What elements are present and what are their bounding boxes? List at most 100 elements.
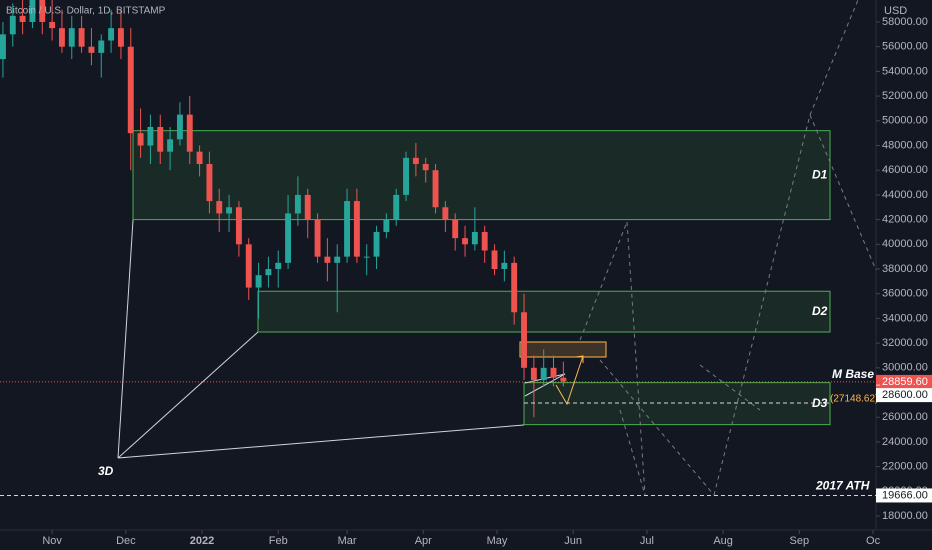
y-tick-label: 22000.00 — [882, 461, 928, 473]
axis-unit: USD — [884, 5, 907, 17]
candle-body — [521, 312, 527, 368]
trend-line — [117, 219, 134, 459]
candle-body — [275, 262, 282, 270]
triangle-pattern — [524, 373, 566, 397]
x-tick-label: Nov — [42, 535, 62, 547]
y-tick-label: 30000.00 — [882, 362, 928, 374]
x-tick-label: Jul — [640, 535, 654, 547]
y-tick-label: 38000.00 — [882, 263, 928, 275]
price-label: 19666.00 — [882, 489, 928, 501]
candle-body — [68, 28, 75, 47]
y-tick-label: 56000.00 — [882, 41, 928, 53]
zone — [132, 130, 831, 221]
candle-body — [462, 238, 468, 245]
candle-body — [127, 46, 134, 134]
candle-body — [393, 194, 400, 220]
y-tick-label: 26000.00 — [882, 411, 928, 423]
candle-body — [511, 262, 518, 313]
x-tick-label: Mar — [338, 535, 357, 547]
y-tick-label: 32000.00 — [882, 337, 928, 349]
level-name: 2017 ATH — [815, 479, 870, 493]
candle-body — [373, 231, 380, 257]
x-tick-label: Oc — [866, 535, 881, 547]
x-tick-label: 2022 — [190, 535, 214, 547]
candle-body — [353, 201, 360, 257]
candle-body — [304, 194, 311, 220]
candle-body — [403, 157, 409, 195]
candle-body — [196, 151, 203, 165]
y-tick-label: 46000.00 — [882, 164, 928, 176]
candle-body — [550, 367, 557, 378]
candle-body — [560, 377, 567, 382]
candle-body — [471, 231, 478, 245]
price-box — [876, 388, 932, 403]
candle-body — [29, 0, 36, 22]
candle-body — [58, 28, 65, 47]
price-box — [876, 488, 932, 503]
trend-line — [117, 424, 525, 459]
projection-path — [555, 355, 584, 406]
x-tick-label: Aug — [713, 535, 733, 547]
candle-body — [0, 34, 6, 60]
candle-body — [9, 15, 16, 35]
price-label: 28600.00 — [882, 389, 928, 401]
y-tick-label: 40000.00 — [882, 238, 928, 250]
candle-body — [108, 28, 115, 41]
candle-body — [265, 269, 272, 276]
projection-line — [713, 114, 811, 496]
candle-body — [255, 275, 262, 288]
candle-body — [501, 262, 508, 270]
projection-line — [579, 221, 628, 341]
candle-body — [186, 114, 193, 152]
candle-body — [412, 157, 419, 165]
arrow-head — [575, 355, 584, 363]
level-name: M Base — [832, 367, 874, 381]
candle-body — [98, 40, 105, 53]
y-tick-label: 58000.00 — [882, 16, 928, 28]
target-box — [519, 341, 607, 358]
candle-body — [216, 201, 223, 214]
candle-body — [206, 164, 213, 202]
x-tick-label: Dec — [116, 535, 136, 547]
candle-body — [157, 126, 164, 152]
candle-body — [314, 219, 321, 257]
y-tick-label: 34000.00 — [882, 312, 928, 324]
candle-body — [442, 207, 449, 220]
y-tick-label: 54000.00 — [882, 65, 928, 77]
candle-body — [147, 126, 154, 146]
candle-body — [540, 367, 547, 381]
y-tick-label: 18000.00 — [882, 510, 928, 522]
candle-body — [176, 114, 183, 140]
y-tick-label: 42000.00 — [882, 214, 928, 226]
candle-body — [334, 256, 341, 263]
x-tick-label: Jun — [564, 535, 582, 547]
candle-body — [167, 139, 174, 152]
zone-label: D2 — [812, 304, 828, 318]
candle-body — [294, 194, 301, 214]
y-tick-label: 44000.00 — [882, 189, 928, 201]
candle-body — [530, 367, 537, 381]
projection-line — [626, 221, 646, 496]
price-label: 28859.60 — [882, 376, 928, 388]
level-note: (27148.62) — [830, 394, 878, 405]
candle-body — [226, 207, 233, 214]
projection-line — [619, 409, 646, 496]
candle-body — [481, 231, 488, 251]
chart-title: Bitcoin / U.S. Dollar, 1D, BITSTAMP — [6, 6, 166, 17]
candle-body — [344, 201, 351, 257]
x-tick-label: Apr — [415, 535, 432, 547]
trend-line — [117, 331, 259, 459]
candle-body — [78, 28, 85, 47]
candle-body — [49, 21, 56, 29]
y-tick-label: 52000.00 — [882, 90, 928, 102]
candle-body — [285, 213, 292, 263]
candle-body — [432, 170, 439, 208]
y-tick-label: 50000.00 — [882, 115, 928, 127]
zone — [523, 382, 831, 426]
candle-body — [39, 0, 46, 22]
x-tick-label: Feb — [269, 535, 288, 547]
projection-line — [599, 359, 715, 496]
